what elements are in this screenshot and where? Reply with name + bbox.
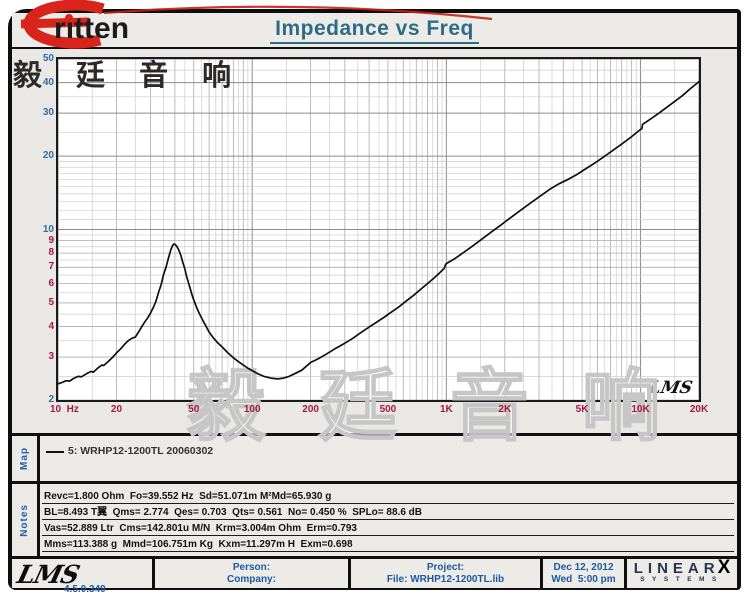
y-tick-label: 10 [42,223,54,235]
y-tick-label: 2 [48,394,54,405]
x-tick-label: 1K [439,404,453,415]
linearx-systems-text: SYSTEMS [640,575,724,583]
x-tick-label: 20 [110,404,123,415]
legend-entry: 5: WRHP12-1200TL 20060302 [68,445,214,457]
map-notes-divider [12,481,737,484]
notes-label: Notes [19,503,30,537]
brand-i-red-dot: ı [65,12,75,45]
y-tick-label: 4 [48,320,54,332]
y-tick-label: 50 [42,53,54,64]
project-file-cell: Project: File: WRHP12-1200TL.lib [351,559,540,588]
x-tick-label: 100 [243,404,261,415]
person-company-cell: Person: Company: [155,559,348,588]
page-title: Impedance vs Freq [270,17,479,44]
header-divider [12,47,737,49]
version-block: 4.5.0.349 十一月-15-2004 [64,562,134,600]
linearx-logo: LINEAR X SYSTEMS [627,556,737,588]
brand-letter: r [54,12,66,45]
y-tick-label: 6 [48,277,54,289]
legend-line-sample [46,451,64,453]
linearx-letters: LINEAR [633,559,720,577]
footer-bar: LMS 4.5.0.349 十一月-15-2004 Person: Compan… [12,556,737,595]
x-tick-label: 10K [631,404,650,415]
impedance-curve [58,80,699,385]
notes-label-cell: Notes [12,484,40,556]
chart-region: LMS 毅 廷 音 响 10 Hz 20 50 100 200 500 1K 2K 5K 10K 2… [12,49,737,451]
x-tick-label: 10 Hz [50,404,79,415]
company-label: Company: [227,573,276,585]
note-line-1: Revc=1.800 Ohm Fo=39.552 Hz Sd=51.071m M… [42,488,734,504]
map-label: Map [19,447,30,470]
map-strip: Map 5: WRHP12-1200TL 20060302 [12,436,737,481]
chart-map-divider [12,433,737,436]
footer-divider-2 [348,559,351,588]
person-label: Person: [232,561,271,573]
note-line-2: BL=8.493 T翼 Qms= 2.774 Qes= 0.703 Qts= 0… [42,504,734,520]
footer-divider-3 [540,559,543,588]
y-tick-label: 30 [42,107,54,119]
plot-grid [58,59,699,400]
note-line-3: Vas=52.889 Ltr Cms=142.801u M/N Krm=3.00… [42,520,734,536]
y-tick-label: 9 [48,234,54,246]
x-tick-label: 500 [379,404,397,415]
y-tick-label: 8 [48,247,54,259]
x-tick-label: 50 [188,404,200,415]
x-tick-label: 2K [498,404,512,415]
footer-divider-1 [152,559,155,588]
y-tick-label: 3 [48,351,54,363]
notes-strip: Notes Revc=1.800 Ohm Fo=39.552 Hz Sd=51.… [12,484,737,556]
brand-letters: tten [74,12,130,45]
brand-cjk-text: 毅 廷 音 响 [13,60,245,92]
file-label: File: WRHP12-1200TL.lib [386,573,505,585]
map-label-cell: Map [12,436,40,481]
note-line-4: Mms=113.388 g Mmd=106.751m Kg Kxm=11.297… [42,536,734,552]
y-tick-label: 7 [48,261,54,273]
date-time-cell: Dec 12, 2012 Wed 5:00 pm [543,559,624,588]
x-tick-label: 20K [689,404,709,415]
x-tick-label: 200 [302,404,319,415]
brand-text: rıtten [54,12,129,46]
footer-divider-4 [624,559,627,588]
linearx-wordmark: LINEAR X [633,556,731,578]
report-time: Wed 5:00 pm [551,573,616,585]
project-label: Project: [426,561,465,573]
impedance-plot: LMS [56,57,701,402]
y-tick-label: 20 [42,150,54,162]
x-tick-label: 5K [575,404,589,415]
report-date: Dec 12, 2012 [553,561,614,573]
version-text: 4.5.0.349 [64,584,106,595]
y-tick-label: 5 [48,296,54,308]
y-tick-label: 40 [42,76,54,88]
linearx-x: X [717,556,731,578]
notes-footer-divider [12,556,737,559]
